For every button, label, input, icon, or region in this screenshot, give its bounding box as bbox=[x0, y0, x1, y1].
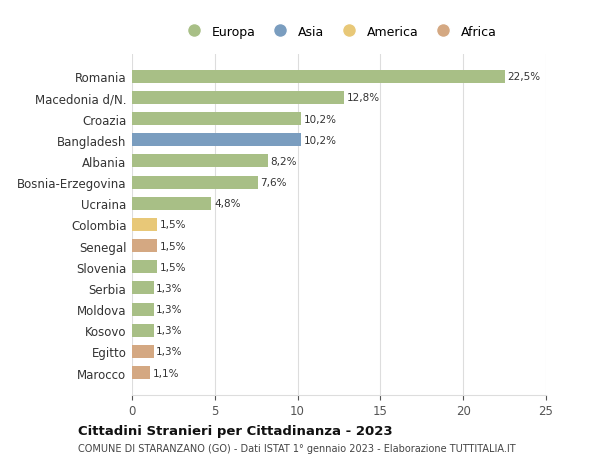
Text: COMUNE DI STARANZANO (GO) - Dati ISTAT 1° gennaio 2023 - Elaborazione TUTTITALIA: COMUNE DI STARANZANO (GO) - Dati ISTAT 1… bbox=[78, 443, 515, 453]
Text: 4,8%: 4,8% bbox=[214, 199, 241, 209]
Bar bbox=[132, 134, 301, 147]
Text: Cittadini Stranieri per Cittadinanza - 2023: Cittadini Stranieri per Cittadinanza - 2… bbox=[78, 424, 392, 437]
Bar bbox=[132, 261, 157, 274]
Bar bbox=[132, 71, 505, 84]
Bar bbox=[132, 303, 154, 316]
Bar bbox=[132, 155, 268, 168]
Text: 1,1%: 1,1% bbox=[152, 368, 179, 378]
Text: 1,3%: 1,3% bbox=[156, 304, 182, 314]
Bar bbox=[132, 197, 211, 210]
Bar bbox=[132, 92, 344, 105]
Text: 22,5%: 22,5% bbox=[507, 72, 540, 82]
Bar bbox=[132, 366, 150, 379]
Text: 1,3%: 1,3% bbox=[156, 325, 182, 336]
Text: 8,2%: 8,2% bbox=[270, 157, 297, 167]
Bar bbox=[132, 218, 157, 231]
Bar bbox=[132, 113, 301, 126]
Text: 1,5%: 1,5% bbox=[160, 262, 186, 272]
Text: 7,6%: 7,6% bbox=[260, 178, 287, 188]
Legend: Europa, Asia, America, Africa: Europa, Asia, America, Africa bbox=[176, 21, 502, 44]
Text: 10,2%: 10,2% bbox=[304, 135, 337, 146]
Bar bbox=[132, 240, 157, 252]
Text: 1,5%: 1,5% bbox=[160, 220, 186, 230]
Text: 1,3%: 1,3% bbox=[156, 347, 182, 357]
Text: 1,3%: 1,3% bbox=[156, 283, 182, 293]
Text: 12,8%: 12,8% bbox=[346, 93, 380, 103]
Bar bbox=[132, 282, 154, 295]
Bar bbox=[132, 345, 154, 358]
Bar bbox=[132, 324, 154, 337]
Text: 1,5%: 1,5% bbox=[160, 241, 186, 251]
Text: 10,2%: 10,2% bbox=[304, 114, 337, 124]
Bar bbox=[132, 176, 258, 189]
